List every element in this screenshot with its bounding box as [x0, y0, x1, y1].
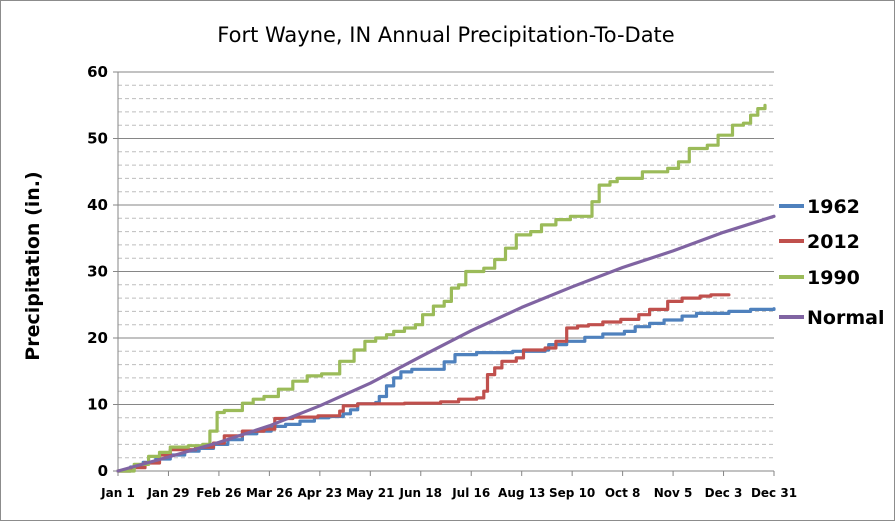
series-line-2012: [116, 293, 731, 473]
legend-label-1962: 1962: [807, 196, 860, 218]
y-axis-label: Precipitation (in.): [22, 171, 44, 360]
y-tick-label: 10: [87, 396, 108, 414]
legend-label-normal: Normal: [807, 307, 884, 329]
x-tick-label: Jun 18: [399, 486, 442, 500]
series-line-1990: [116, 103, 767, 473]
y-tick-label: 50: [87, 130, 108, 148]
y-tick-label: 20: [87, 329, 108, 347]
legend-label-2012: 2012: [807, 231, 860, 253]
axes: [113, 71, 775, 476]
x-tick-label: Sep 10: [549, 486, 595, 500]
y-tick-label: 30: [87, 263, 108, 281]
x-tick-label: Oct 8: [605, 486, 641, 500]
x-tick-label: Aug 13: [498, 486, 545, 500]
gridlines: [118, 71, 774, 459]
x-tick-label: May 21: [346, 486, 394, 500]
x-tick-label: Mar 26: [246, 486, 293, 500]
x-tick-labels: Jan 1 Jan 29 Feb 26 Mar 26 Apr 23 May 21 Jun 1…: [100, 486, 797, 500]
legend-label-1990: 1990: [807, 267, 860, 289]
series-lines: [116, 103, 776, 473]
x-tick-label: Apr 23: [298, 486, 343, 500]
x-tick-label: Dec 3: [705, 486, 743, 500]
y-tick-label: 40: [87, 196, 108, 214]
x-tick-label: Feb 26: [196, 486, 241, 500]
y-tick-labels: 0 10 20 30 40 50 60: [87, 63, 108, 480]
legend: 1962 2012 1990 Normal: [779, 196, 884, 329]
x-tick-label: Dec 31: [751, 486, 797, 500]
chart-title: Fort Wayne, IN Annual Precipitation-To-D…: [217, 23, 674, 47]
y-tick-label: 60: [87, 63, 108, 81]
series-line-1962: [116, 307, 776, 473]
series-line-normal: [116, 214, 776, 473]
x-tick-label: Nov 5: [654, 486, 693, 500]
y-tick-label: 0: [98, 462, 108, 480]
x-tick-label: Jan 1: [100, 486, 135, 500]
x-tick-label: Jan 29: [146, 486, 189, 500]
x-tick-label: Jul 16: [451, 486, 490, 500]
